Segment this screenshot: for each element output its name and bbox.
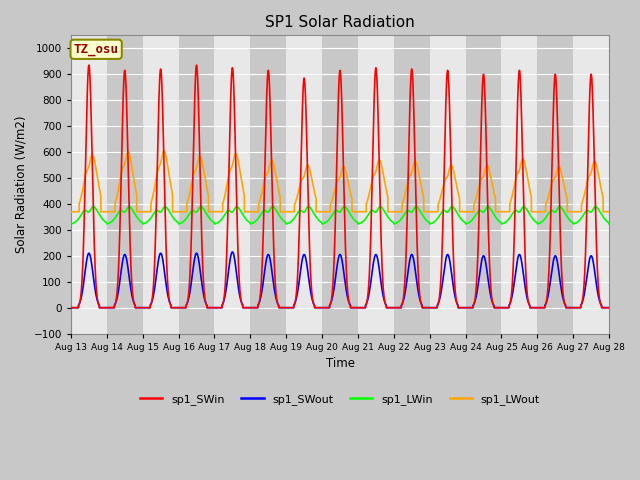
Bar	[573, 36, 609, 334]
Y-axis label: Solar Radiation (W/m2): Solar Radiation (W/m2)	[15, 116, 28, 253]
sp1_LWout	[67, 209, 75, 215]
Text: TZ_osu: TZ_osu	[74, 43, 118, 56]
sp1_SWout	[67, 305, 75, 311]
Bar	[214, 36, 250, 334]
sp1_SWout	[476, 272, 483, 277]
sp1_LWout	[582, 182, 590, 188]
Title: SP1 Solar Radiation: SP1 Solar Radiation	[265, 15, 415, 30]
Bar	[250, 36, 286, 334]
sp1_LWout	[461, 209, 468, 215]
sp1_LWout	[576, 209, 584, 215]
Bar	[143, 36, 179, 334]
sp1_SWin	[85, 62, 93, 68]
sp1_SWin	[605, 305, 613, 311]
sp1_LWin	[576, 217, 584, 223]
Bar	[465, 36, 502, 334]
sp1_SWout	[576, 305, 584, 311]
sp1_LWin	[582, 208, 590, 214]
Bar	[322, 36, 358, 334]
sp1_LWin	[460, 219, 468, 225]
sp1_SWin	[67, 305, 75, 311]
sp1_SWout	[605, 305, 613, 311]
Legend: sp1_SWin, sp1_SWout, sp1_LWin, sp1_LWout: sp1_SWin, sp1_SWout, sp1_LWin, sp1_LWout	[136, 390, 545, 409]
Line: sp1_SWin: sp1_SWin	[71, 65, 609, 308]
sp1_SWin	[250, 305, 258, 311]
Bar	[502, 36, 538, 334]
Bar	[358, 36, 394, 334]
sp1_SWout	[322, 305, 330, 311]
sp1_LWin	[476, 207, 483, 213]
sp1_SWin	[476, 192, 483, 198]
sp1_LWout	[160, 148, 168, 154]
Bar	[286, 36, 322, 334]
Line: sp1_LWin: sp1_LWin	[71, 206, 609, 224]
sp1_SWin	[322, 305, 330, 311]
sp1_SWout	[582, 276, 590, 282]
Bar	[538, 36, 573, 334]
Bar	[394, 36, 429, 334]
sp1_LWout	[605, 209, 613, 215]
sp1_LWin	[250, 220, 258, 226]
X-axis label: Time: Time	[326, 357, 355, 370]
sp1_SWin	[582, 218, 590, 224]
sp1_LWin	[67, 221, 75, 227]
Line: sp1_LWout: sp1_LWout	[71, 151, 609, 212]
sp1_LWin	[605, 221, 613, 227]
sp1_LWout	[476, 181, 483, 187]
sp1_SWout	[228, 249, 236, 255]
sp1_LWout	[250, 209, 258, 215]
sp1_SWout	[461, 305, 468, 311]
Line: sp1_SWout: sp1_SWout	[71, 252, 609, 308]
Bar	[429, 36, 465, 334]
Bar	[71, 36, 107, 334]
sp1_SWout	[250, 305, 258, 311]
sp1_LWin	[484, 204, 492, 209]
sp1_LWin	[322, 220, 330, 226]
Bar	[107, 36, 143, 334]
sp1_LWout	[322, 209, 330, 215]
Bar	[179, 36, 214, 334]
sp1_SWin	[576, 305, 584, 311]
sp1_SWin	[461, 305, 468, 311]
